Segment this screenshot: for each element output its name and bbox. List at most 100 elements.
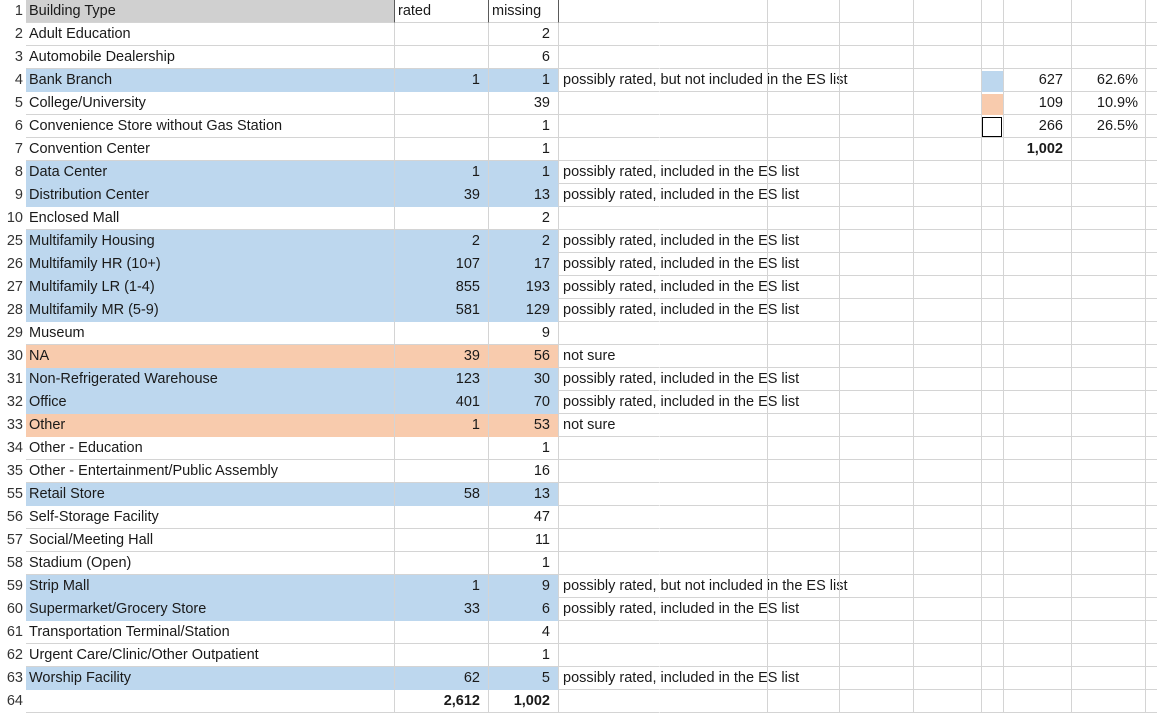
- cell-empty[interactable]: [768, 0, 840, 23]
- cell-empty[interactable]: [1072, 0, 1146, 23]
- cell-empty[interactable]: [982, 437, 1004, 460]
- cell-note[interactable]: possibly rated, included in the ES list: [559, 253, 799, 276]
- cell-missing[interactable]: 1: [489, 161, 559, 184]
- cell-empty[interactable]: [982, 621, 1004, 644]
- cell-building-type[interactable]: Self-Storage Facility: [26, 506, 395, 529]
- cell-empty[interactable]: [1004, 161, 1072, 184]
- cell-empty[interactable]: [1072, 138, 1146, 161]
- cell-empty[interactable]: [768, 368, 840, 391]
- cell-rated[interactable]: 33: [395, 598, 489, 621]
- cell-empty[interactable]: [1146, 46, 1157, 69]
- cell-empty[interactable]: [840, 115, 914, 138]
- cell-empty[interactable]: [1146, 644, 1157, 667]
- cell-building-type[interactable]: Adult Education: [26, 23, 395, 46]
- cell-empty[interactable]: [768, 690, 840, 713]
- cell-empty[interactable]: [840, 276, 914, 299]
- cell-empty[interactable]: [914, 460, 982, 483]
- cell-empty[interactable]: [768, 69, 840, 92]
- cell-empty[interactable]: [1146, 345, 1157, 368]
- cell-note[interactable]: possibly rated, included in the ES list: [559, 598, 799, 621]
- cell-rated[interactable]: 1: [395, 575, 489, 598]
- cell-empty[interactable]: [982, 207, 1004, 230]
- cell-empty[interactable]: [914, 276, 982, 299]
- cell-missing[interactable]: 6: [489, 598, 559, 621]
- cell-empty[interactable]: [1146, 391, 1157, 414]
- cell-missing[interactable]: 1: [489, 138, 559, 161]
- cell-empty[interactable]: [914, 690, 982, 713]
- cell-note[interactable]: [559, 460, 660, 483]
- cell-empty[interactable]: [914, 483, 982, 506]
- cell-empty[interactable]: [1004, 391, 1072, 414]
- cell-empty[interactable]: [660, 276, 768, 299]
- cell-building-type[interactable]: Data Center: [26, 161, 395, 184]
- cell-empty[interactable]: [660, 46, 768, 69]
- cell-empty[interactable]: [914, 322, 982, 345]
- cell-rated[interactable]: 123: [395, 368, 489, 391]
- cell-empty[interactable]: [840, 138, 914, 161]
- cell-empty[interactable]: [1146, 460, 1157, 483]
- summary-count[interactable]: 266: [1004, 115, 1072, 138]
- cell-empty[interactable]: [1072, 506, 1146, 529]
- cell-empty[interactable]: [840, 483, 914, 506]
- cell-empty[interactable]: [914, 575, 982, 598]
- cell-missing[interactable]: 39: [489, 92, 559, 115]
- cell-empty[interactable]: [1146, 368, 1157, 391]
- cell-empty[interactable]: [982, 391, 1004, 414]
- cell-missing[interactable]: 1: [489, 644, 559, 667]
- cell-note[interactable]: not sure: [559, 345, 660, 368]
- cell-missing[interactable]: 9: [489, 322, 559, 345]
- cell-building-type[interactable]: Enclosed Mall: [26, 207, 395, 230]
- cell-empty[interactable]: [768, 437, 840, 460]
- cell-empty[interactable]: [840, 161, 914, 184]
- cell-empty[interactable]: [1146, 621, 1157, 644]
- cell-building-type[interactable]: Convenience Store without Gas Station: [26, 115, 395, 138]
- cell-empty[interactable]: [660, 92, 768, 115]
- cell-empty[interactable]: [768, 414, 840, 437]
- cell-missing[interactable]: 2: [489, 207, 559, 230]
- cell-empty[interactable]: [1072, 690, 1146, 713]
- cell-empty[interactable]: [914, 552, 982, 575]
- cell-note[interactable]: [559, 115, 660, 138]
- cell-building-type[interactable]: Automobile Dealership: [26, 46, 395, 69]
- cell-empty[interactable]: [660, 690, 768, 713]
- cell-empty[interactable]: [1072, 460, 1146, 483]
- cell-rated[interactable]: [395, 529, 489, 552]
- cell-empty[interactable]: [1004, 667, 1072, 690]
- cell-empty[interactable]: [914, 253, 982, 276]
- cell-rated[interactable]: [395, 506, 489, 529]
- cell-rated[interactable]: [395, 437, 489, 460]
- cell-building-type[interactable]: Strip Mall: [26, 575, 395, 598]
- cell-empty[interactable]: [660, 69, 768, 92]
- cell-empty[interactable]: [840, 391, 914, 414]
- cell-empty[interactable]: [768, 460, 840, 483]
- cell-note[interactable]: possibly rated, included in the ES list: [559, 391, 799, 414]
- cell-empty[interactable]: [768, 644, 840, 667]
- total-missing[interactable]: 1,002: [489, 690, 559, 713]
- cell-empty[interactable]: [1146, 253, 1157, 276]
- cell-rated[interactable]: 1: [395, 414, 489, 437]
- cell-empty[interactable]: [982, 299, 1004, 322]
- cell-empty[interactable]: [768, 391, 840, 414]
- cell-empty[interactable]: [1072, 46, 1146, 69]
- cell-empty[interactable]: [982, 345, 1004, 368]
- cell-empty[interactable]: [840, 552, 914, 575]
- cell-empty[interactable]: [660, 598, 768, 621]
- cell-rated[interactable]: 58: [395, 483, 489, 506]
- cell-missing[interactable]: 5: [489, 667, 559, 690]
- header-missing[interactable]: missing: [489, 0, 559, 23]
- cell-rated[interactable]: [395, 23, 489, 46]
- summary-count[interactable]: 627: [1004, 69, 1072, 92]
- cell-empty[interactable]: [660, 23, 768, 46]
- cell-empty[interactable]: [1146, 230, 1157, 253]
- cell-empty[interactable]: [914, 92, 982, 115]
- cell-empty[interactable]: [1004, 368, 1072, 391]
- cell-empty[interactable]: [1072, 575, 1146, 598]
- cell-building-type[interactable]: Multifamily Housing: [26, 230, 395, 253]
- cell-empty[interactable]: [840, 437, 914, 460]
- cell-empty[interactable]: [982, 690, 1004, 713]
- cell-empty[interactable]: [660, 529, 768, 552]
- cell-empty[interactable]: [1004, 230, 1072, 253]
- cell-empty[interactable]: [1004, 529, 1072, 552]
- cell-empty[interactable]: [982, 598, 1004, 621]
- cell-rated[interactable]: 62: [395, 667, 489, 690]
